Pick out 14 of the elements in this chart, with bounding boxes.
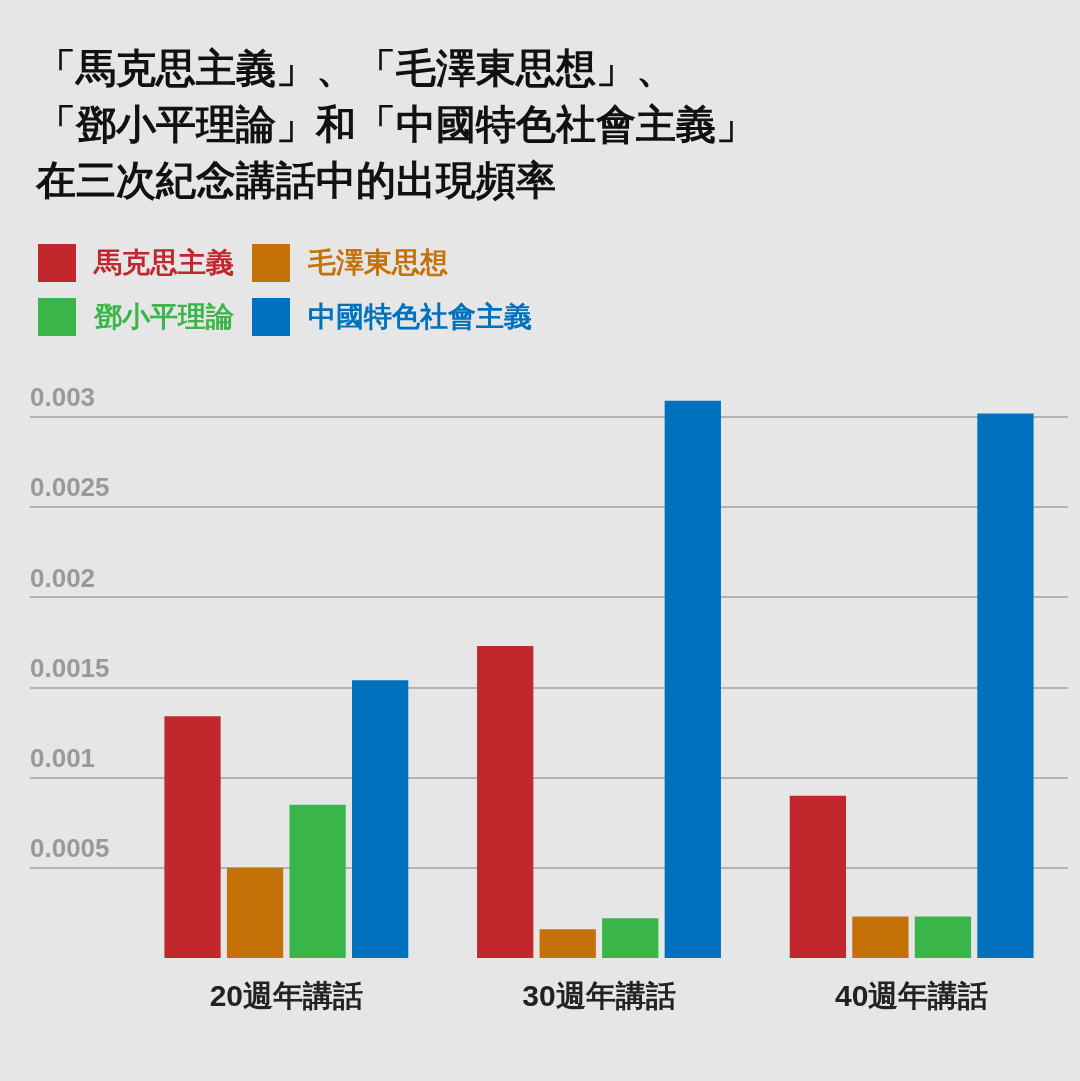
legend-label: 中國特色社會主義 [308,299,532,335]
chart-title: 「馬克思主義」、「毛澤東思想」、「鄧小平理論」和「中國特色社會主義」在三次紀念講話中的出現頻率 [36,44,757,205]
x-tick-label: 30週年講話 [522,979,676,1013]
legend-label: 馬克思主義 [94,245,234,281]
x-tick-label: 20週年講話 [209,979,364,1013]
legend-label: 鄧小平理論 [94,299,234,335]
y-tick-label: 0.0025 [30,472,110,503]
y-tick-label: 0.0005 [30,833,110,864]
x-tick-label: 40週年講話 [834,979,989,1013]
y-tick-label: 0.001 [30,742,96,773]
y-tick-label: 0.0015 [30,652,110,683]
legend-label: 毛澤東思想 [308,245,448,281]
y-tick-label: 0.002 [30,562,96,593]
y-tick-label: 0.003 [30,382,96,413]
